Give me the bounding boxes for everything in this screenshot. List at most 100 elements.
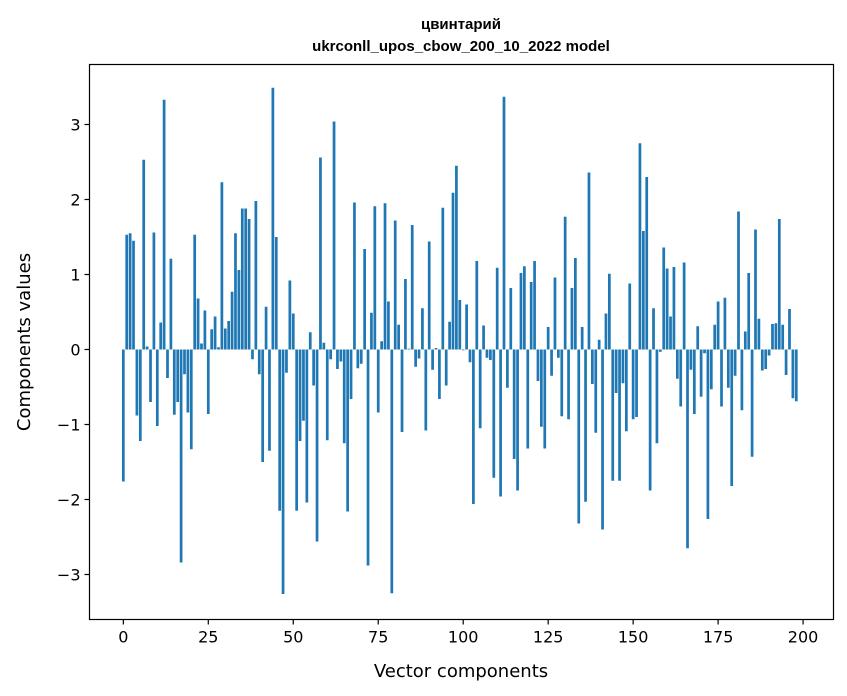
bar-39 (254, 201, 258, 350)
bar-51 (295, 349, 299, 511)
bar-96 (448, 321, 451, 350)
bar-73 (370, 312, 373, 350)
bar-103 (472, 349, 475, 504)
bar-92 (434, 348, 438, 350)
bar-40 (257, 349, 261, 375)
bar-75 (376, 349, 380, 413)
bar-81 (397, 324, 400, 350)
y-tick-label--2: −2 (57, 491, 81, 510)
bar-107 (485, 349, 489, 358)
y-tick-label--1: −1 (57, 416, 81, 435)
bar-56 (312, 349, 316, 386)
bar-84 (407, 348, 411, 350)
bar-78 (387, 301, 390, 350)
bar-158 (658, 349, 662, 352)
bar-123 (540, 349, 543, 427)
bar-23 (200, 343, 203, 350)
bar-31 (227, 321, 231, 350)
bar-80 (393, 220, 397, 350)
bar-79 (390, 349, 394, 594)
bar-8 (149, 349, 152, 402)
x-tick-label-0: 0 (118, 628, 128, 647)
bar-12 (162, 99, 166, 350)
bar-155 (648, 349, 652, 491)
bar-186 (754, 229, 757, 350)
bar-65 (342, 349, 346, 444)
bar-191 (771, 324, 774, 350)
bar-177 (723, 297, 727, 350)
bar-16 (176, 349, 180, 402)
bar-120 (529, 282, 533, 350)
bar-166 (686, 349, 689, 549)
bar-117 (519, 273, 523, 350)
bar-60 (325, 349, 329, 441)
y-axis-ticks: −3 −2 −1 0 1 2 3 (57, 116, 90, 585)
bar-170 (699, 349, 703, 397)
bar-2 (128, 233, 132, 350)
x-axis-label: Vector components (374, 661, 548, 682)
chart-title-line2: ukrconll_upos_cbow_200_10_2022 model (312, 38, 610, 55)
bar-181 (737, 211, 740, 350)
bar-161 (669, 316, 672, 350)
bar-34 (237, 270, 241, 350)
bar-45 (274, 237, 278, 350)
bar-86 (414, 349, 417, 367)
bar-182 (740, 349, 744, 411)
bar-59 (322, 342, 326, 350)
x-tick-label-125: 125 (533, 628, 564, 647)
bars-group (121, 87, 798, 594)
bar-125 (546, 327, 550, 350)
bar-187 (757, 318, 761, 350)
bar-43 (268, 349, 271, 451)
bar-71 (363, 249, 366, 350)
bar-64 (339, 349, 343, 362)
bar-129 (560, 349, 564, 417)
bar-169 (696, 326, 700, 350)
bar-87 (417, 349, 421, 359)
bar-94 (441, 207, 445, 350)
bar-162 (672, 267, 676, 350)
bar-198 (794, 349, 798, 402)
bar-193 (777, 219, 781, 350)
bar-179 (730, 349, 734, 486)
bar-66 (346, 349, 349, 512)
x-tick-label-25: 25 (198, 628, 218, 647)
bar-9 (152, 232, 156, 350)
y-tick-label-1: 1 (70, 266, 80, 285)
y-axis-label: Components values (14, 253, 35, 431)
bar-42 (264, 306, 268, 350)
bar-128 (557, 349, 560, 358)
bar-132 (570, 288, 574, 350)
x-axis-ticks: 0 25 50 75 100 125 150 175 200 (118, 619, 818, 647)
bar-145 (614, 349, 618, 393)
bar-111 (499, 349, 502, 497)
bar-52 (298, 349, 302, 441)
bar-69 (356, 349, 360, 369)
bar-124 (543, 349, 547, 449)
bar-137 (587, 172, 591, 350)
bar-183 (743, 331, 747, 350)
bar-153 (641, 231, 645, 350)
bar-159 (662, 247, 666, 350)
bar-106 (482, 325, 485, 350)
x-tick-label-150: 150 (618, 628, 649, 647)
bar-58 (319, 157, 322, 350)
bar-62 (332, 121, 336, 350)
bar-150 (631, 349, 635, 420)
bar-98 (455, 165, 458, 350)
plot-frame (88, 63, 835, 621)
bar-139 (594, 349, 598, 433)
bar-0 (121, 349, 125, 482)
bar-68 (353, 202, 356, 350)
bar-168 (692, 349, 696, 414)
bar-157 (655, 349, 659, 444)
bar-121 (533, 261, 536, 350)
bar-171 (703, 349, 706, 354)
bar-149 (628, 283, 632, 350)
bar-25 (206, 349, 210, 414)
bar-44 (271, 87, 275, 350)
bar-110 (495, 267, 499, 350)
bar-142 (604, 313, 608, 350)
bar-122 (536, 349, 540, 381)
